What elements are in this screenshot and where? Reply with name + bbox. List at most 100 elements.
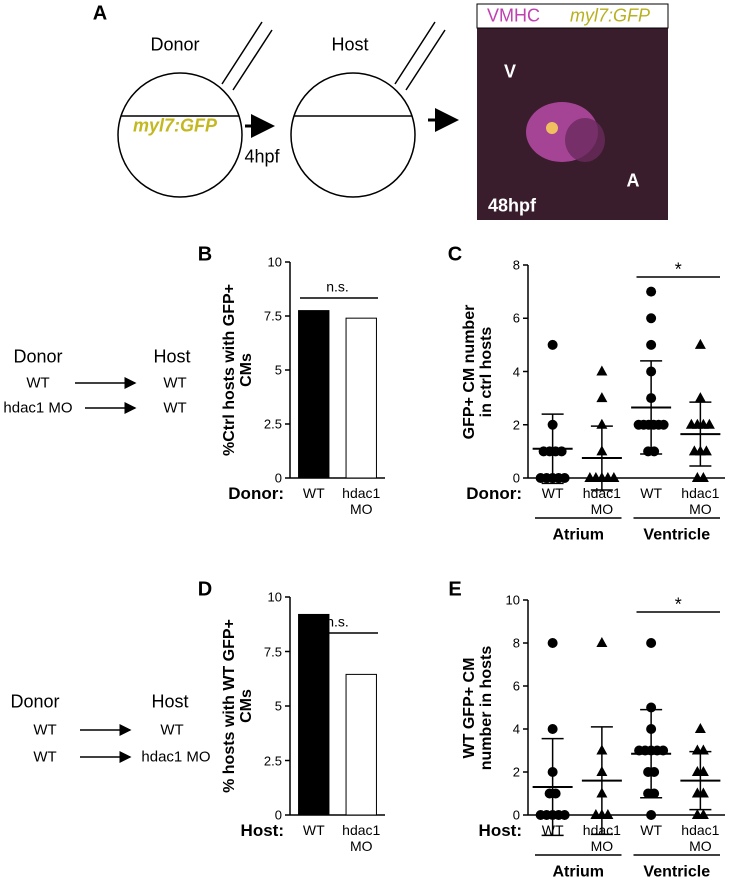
error-bar xyxy=(541,737,564,837)
data-point xyxy=(596,637,608,647)
y-tick-label: 2.5 xyxy=(263,753,282,768)
axis-prefix: Host: xyxy=(240,821,284,840)
error-bar xyxy=(689,401,712,467)
error-bar xyxy=(640,708,663,799)
group-label: Ventricle xyxy=(643,863,711,880)
donor-label: Donor xyxy=(150,34,200,55)
y-tick-label: 0 xyxy=(274,807,282,823)
x-tick-label: hdac1 MO xyxy=(681,822,720,854)
data-point xyxy=(697,472,709,482)
data-point xyxy=(694,338,706,349)
error-bar xyxy=(541,413,564,485)
significance-label: n.s. xyxy=(326,278,349,295)
data-point xyxy=(703,418,715,429)
scheme-header: Host xyxy=(151,691,189,712)
significance-label: n.s. xyxy=(326,613,349,630)
error-bar xyxy=(590,425,613,491)
axis-prefix: Host: xyxy=(478,821,522,840)
group-label: Ventricle xyxy=(643,526,711,544)
y-tick-label: 7.5 xyxy=(263,308,282,324)
error-bar xyxy=(640,360,663,455)
panel-letter: A xyxy=(92,2,108,25)
panel-letter: E xyxy=(448,578,462,601)
y-axis-label: %Ctrl hosts with GFP+ CMs xyxy=(221,284,255,457)
data-point xyxy=(646,339,657,350)
data-point xyxy=(547,339,558,350)
data-point xyxy=(694,723,706,733)
y-axis-label: GFP+ CM number in ctrl hosts xyxy=(461,304,495,439)
data-point xyxy=(559,473,570,483)
data-point xyxy=(646,286,657,297)
error-bar xyxy=(689,750,712,811)
y-tick-label: 0 xyxy=(512,807,520,823)
panel-a-schematic xyxy=(117,21,459,198)
data-point xyxy=(700,445,712,456)
bar xyxy=(298,310,330,479)
ventricle-label: V xyxy=(503,61,517,82)
y-tick-label: 2 xyxy=(512,417,520,433)
y-tick-label: 7.5 xyxy=(263,644,282,659)
data-point xyxy=(646,638,657,648)
data-point xyxy=(697,809,709,819)
scheme-cell: WT xyxy=(33,721,57,739)
data-point xyxy=(547,638,558,648)
x-tick-label: hdac1 MO xyxy=(582,822,621,854)
data-point xyxy=(646,313,657,324)
bar xyxy=(345,317,377,479)
x-tick-label: hdac1 MO xyxy=(681,485,720,517)
data-point xyxy=(646,810,657,820)
x-tick-label: WT xyxy=(302,822,325,838)
donor-transgene: myl7:GFP xyxy=(132,115,218,136)
x-tick-label: hdac1 MO xyxy=(582,485,621,517)
data-point xyxy=(596,365,608,376)
scheme-cell: WT xyxy=(26,374,50,392)
group-label: Atrium xyxy=(552,863,605,880)
data-point xyxy=(602,809,614,819)
axis-prefix: Donor: xyxy=(466,484,522,503)
axis-prefix: Donor: xyxy=(228,484,284,503)
y-tick-label: 5 xyxy=(274,698,282,714)
y-tick-label: 10 xyxy=(267,589,282,605)
scheme-header: Donor xyxy=(13,346,63,367)
error-bar xyxy=(590,726,613,836)
atrium-label: A xyxy=(626,170,640,191)
scheme-cell: WT xyxy=(160,721,184,739)
data-point xyxy=(608,472,620,482)
data-point xyxy=(547,724,558,734)
y-axis-label: % hosts with WT GFP+ CMs xyxy=(221,619,255,793)
scheme-arrows xyxy=(75,377,137,763)
scheme-header: Donor xyxy=(10,691,60,712)
scheme-cell: WT xyxy=(163,374,187,392)
x-tick-label: WT xyxy=(640,822,662,838)
panel-letter: D xyxy=(197,578,213,601)
significance-label: * xyxy=(674,594,682,615)
scheme-cell: hdac1 MO xyxy=(141,748,211,766)
x-tick-label: hdac1 MO xyxy=(342,485,381,517)
bar xyxy=(298,613,330,816)
y-tick-label: 0 xyxy=(274,470,282,486)
y-tick-label: 10 xyxy=(505,592,520,608)
x-tick-label: WT xyxy=(302,485,325,501)
x-tick-label: WT xyxy=(541,485,564,501)
data-point xyxy=(596,392,608,403)
y-tick-label: 6 xyxy=(512,310,520,326)
stain-label: myl7:GFP xyxy=(570,5,651,26)
y-tick-label: 8 xyxy=(512,257,520,273)
y-tick-label: 2 xyxy=(512,764,520,780)
scheme-cell: hdac1 MO xyxy=(3,399,73,417)
bar xyxy=(345,673,377,816)
x-tick-label: hdac1 MO xyxy=(342,822,381,854)
significance-label: * xyxy=(674,259,682,280)
data-point xyxy=(694,392,706,403)
scheme-header: Host xyxy=(153,346,191,367)
x-tick-label: WT xyxy=(640,485,662,501)
y-tick-label: 8 xyxy=(512,635,520,651)
micrograph xyxy=(476,3,669,220)
data-point xyxy=(559,810,570,820)
group-label: Atrium xyxy=(552,526,605,544)
host-label: Host xyxy=(331,34,369,55)
panel-letter: C xyxy=(447,243,463,266)
y-tick-label: 0 xyxy=(512,470,520,486)
